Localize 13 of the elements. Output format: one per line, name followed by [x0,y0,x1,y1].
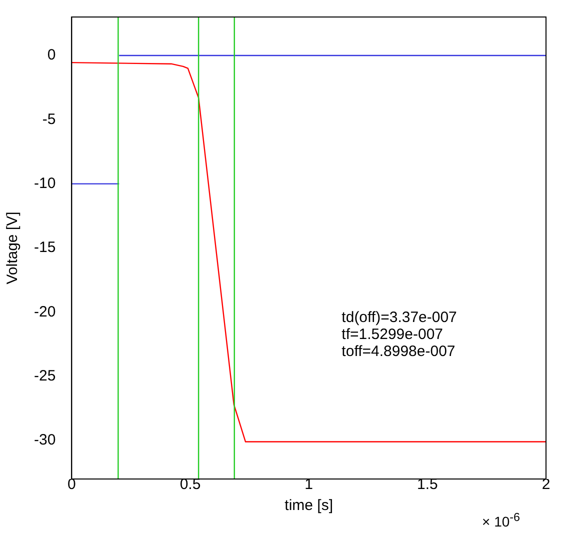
y-tick-label: -5 [42,110,56,128]
x-axis-title: time [s] [284,497,334,514]
y-tick-label: -30 [34,432,56,449]
y-tick-label: 0 [47,46,56,64]
y-tick-label: -20 [34,303,56,320]
text: × 10$^{-6}$ [482,511,520,530]
annotation: toff=4.8998e-007 [342,343,456,360]
y-tick-label: -10 [34,174,56,192]
annotation: td(off)=3.37e-007 [342,309,457,326]
y-tick-label: -25 [34,367,56,384]
y-tick-label: -15 [34,239,56,256]
y-axis-title: Voltage [V] [4,212,22,284]
annotation: tf=1.5299e-007 [342,326,444,344]
